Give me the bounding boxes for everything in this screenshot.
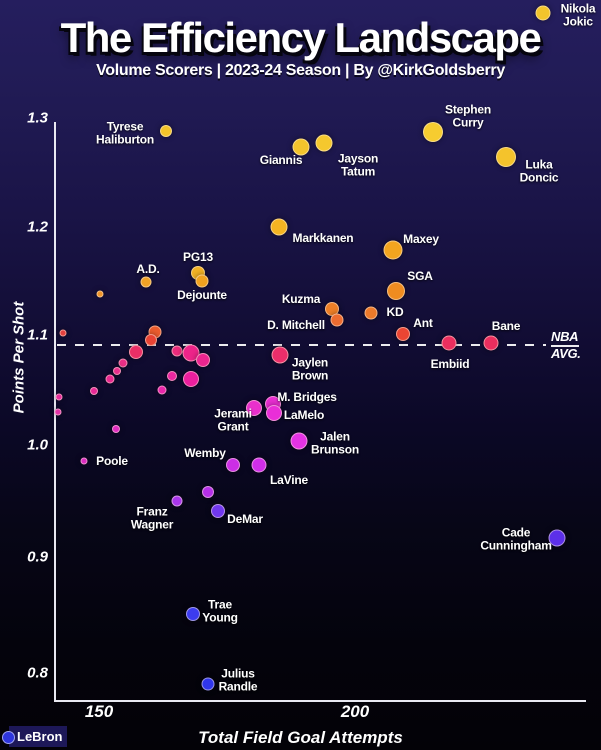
point-bane — [483, 335, 499, 351]
player-label-lamelo: LaMelo — [283, 407, 325, 422]
y-tick-0-8: 0.8 — [27, 664, 48, 682]
point-embiid — [441, 335, 457, 351]
point-giannis — [292, 138, 310, 156]
point-jalen-brunson — [290, 432, 308, 450]
point-lavine — [251, 457, 267, 473]
point-a-d — [140, 276, 152, 288]
point-poole — [80, 457, 88, 465]
player-label-maxey: Maxey — [403, 231, 439, 246]
point-jerami-grant — [246, 400, 262, 416]
player-label-stephen-curry: Stephen Curry — [445, 102, 491, 129]
x-tick-200: 200 — [340, 702, 370, 721]
point-unlabeled-11 — [90, 387, 98, 395]
player-label-sga: SGA — [407, 268, 433, 283]
point-wemby — [226, 458, 240, 472]
nba-average-label: NBA AVG. — [551, 330, 581, 360]
point-d-mitchell — [330, 313, 344, 327]
point-dejounte — [195, 274, 209, 288]
point-unlabeled-3 — [145, 334, 157, 346]
nba-average-label-line1: NBA — [551, 329, 579, 344]
lebron-legend: LeBron — [2, 726, 67, 747]
point-unlabeled-17 — [112, 425, 120, 433]
player-label-franz-wagner: Franz Wagner — [130, 504, 174, 531]
player-label-kuzma: Kuzma — [281, 291, 321, 306]
player-label-jaylen-brown: Jaylen Brown — [291, 355, 329, 382]
x-axis-line — [54, 700, 586, 702]
page-title: The Efficiency Landscape — [60, 14, 542, 61]
point-unlabeled-15 — [183, 371, 199, 387]
player-label-ant: Ant — [413, 315, 433, 330]
y-tick-1-0: 1.0 — [27, 436, 48, 454]
player-label-poole: Poole — [96, 453, 128, 468]
player-label-cade-cunningham: Cade Cunningham — [480, 525, 552, 552]
point-jayson-tatum — [315, 134, 333, 152]
point-franz-wagner — [171, 495, 183, 507]
point-cade-cunningham — [548, 529, 566, 547]
player-label-lavine: LaVine — [270, 472, 308, 487]
player-label-kd: KD — [386, 304, 404, 319]
point-julius-randle — [201, 677, 215, 691]
player-label-d-mitchell: D. Mitchell — [267, 317, 325, 332]
player-label-jalen-brunson: Jalen Brunson — [311, 429, 359, 456]
player-label-m-bridges: M. Bridges — [277, 389, 337, 404]
x-axis-title: Total Field Goal Attempts — [198, 728, 403, 747]
x-tick-150: 150 — [84, 702, 114, 721]
point-unlabeled-1 — [59, 329, 67, 337]
player-label-pg13: PG13 — [183, 249, 213, 264]
point-sga — [387, 282, 405, 300]
y-tick-0-9: 0.9 — [27, 548, 48, 566]
point-lamelo — [266, 405, 282, 421]
player-label-markkanen: Markkanen — [292, 230, 354, 245]
point-unlabeled-12 — [55, 393, 63, 401]
player-label-jerami-grant: Jerami Grant — [214, 406, 252, 433]
player-label-luka-doncic: Luka Doncic — [519, 157, 559, 184]
player-label-embiid: Embiid — [430, 356, 470, 371]
point-unlabeled-9 — [113, 367, 121, 375]
point-demar — [211, 504, 225, 518]
player-label-tyrese-haliburton: Tyrese Haliburton — [96, 119, 154, 146]
lebron-legend-label: LeBron — [17, 729, 63, 744]
point-jaylen-brown — [271, 346, 289, 364]
point-tyrese-haliburton — [160, 125, 172, 137]
point-unlabeled-4 — [129, 345, 143, 359]
player-label-bane: Bane — [491, 318, 521, 333]
point-unlabeled-18 — [202, 486, 214, 498]
player-label-trae-young: Trae Young — [202, 597, 238, 624]
point-unlabeled-10 — [105, 374, 115, 384]
point-unlabeled-14 — [167, 371, 177, 381]
y-tick-1-1: 1.1 — [27, 326, 48, 344]
player-label-jayson-tatum: Jayson Tatum — [337, 151, 379, 178]
point-stephen-curry — [423, 122, 443, 142]
y-tick-1-3: 1.3 — [27, 109, 48, 127]
player-label-demar: DeMar — [227, 511, 263, 526]
player-label-a-d: A.D. — [136, 261, 160, 276]
point-unlabeled-8 — [118, 358, 128, 368]
point-nikola-jokic — [535, 5, 551, 21]
point-kd — [364, 306, 378, 320]
nba-average-label-line2: AVG. — [551, 346, 581, 361]
lebron-dot — [2, 731, 15, 744]
point-unlabeled-5 — [171, 345, 183, 357]
point-markkanen — [270, 218, 288, 236]
player-label-nikola-jokic: Nikola Jokic — [560, 1, 596, 28]
nba-average-dashed-line — [57, 344, 546, 346]
player-label-wemby: Wemby — [184, 445, 226, 460]
y-axis-title: Points Per Shot — [10, 301, 28, 414]
player-label-dejounte: Dejounte — [177, 287, 227, 302]
point-luka-doncic — [496, 147, 516, 167]
point-trae-young — [186, 607, 200, 621]
point-unlabeled-0 — [96, 290, 104, 298]
nba-average-line-segment — [551, 345, 579, 347]
page-subtitle: Volume Scorers | 2023-24 Season | By @Ki… — [96, 62, 505, 79]
point-unlabeled-16 — [157, 385, 167, 395]
player-label-julius-randle: Julius Randle — [218, 666, 258, 693]
point-unlabeled-7 — [196, 353, 210, 367]
player-label-giannis: Giannis — [259, 152, 303, 167]
y-tick-1-2: 1.2 — [27, 218, 48, 236]
point-ant — [396, 327, 410, 341]
point-unlabeled-13 — [54, 408, 62, 416]
point-maxey — [383, 240, 403, 260]
